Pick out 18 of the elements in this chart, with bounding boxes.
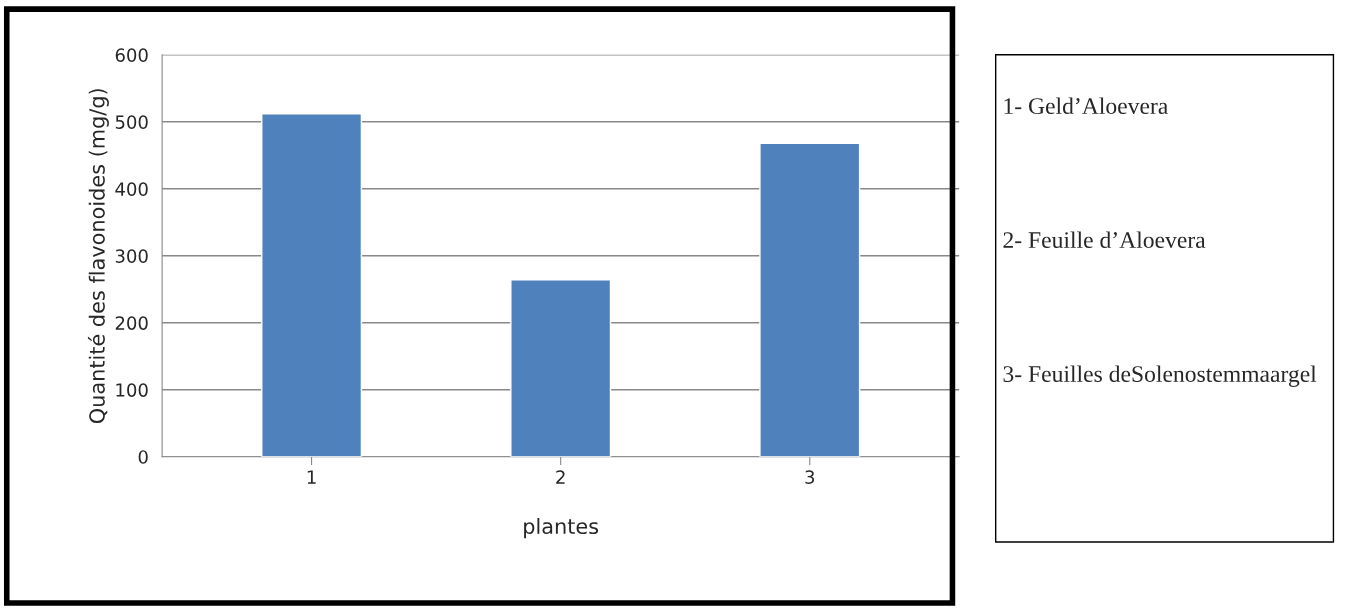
- bar: [510, 279, 612, 457]
- y-axis-title: Quantité des flavonoides (mg/g): [87, 89, 109, 424]
- x-tick-label: 2: [556, 470, 565, 484]
- bar: [759, 142, 861, 457]
- y-tick-label: 300: [115, 249, 148, 263]
- x-tick-label: 1: [307, 470, 316, 484]
- bar: [261, 113, 363, 457]
- y-tick-label: 100: [116, 383, 148, 397]
- text: 2- Feuille d’Aloevera: [1003, 231, 1206, 249]
- y-tick-label: 0: [138, 450, 148, 464]
- y-tick-label: 500: [115, 115, 148, 129]
- y-tick-label: 400: [115, 182, 148, 196]
- x-tick-label: 3: [805, 470, 815, 484]
- y-tick-label: 600: [115, 48, 148, 62]
- x-axis-title: plantes: [524, 517, 599, 539]
- text: 3- Feuilles deSolenostemmaargel: [1003, 365, 1317, 387]
- text: 1- Geld’Aloevera: [1004, 97, 1168, 115]
- y-tick-label: 200: [115, 316, 148, 330]
